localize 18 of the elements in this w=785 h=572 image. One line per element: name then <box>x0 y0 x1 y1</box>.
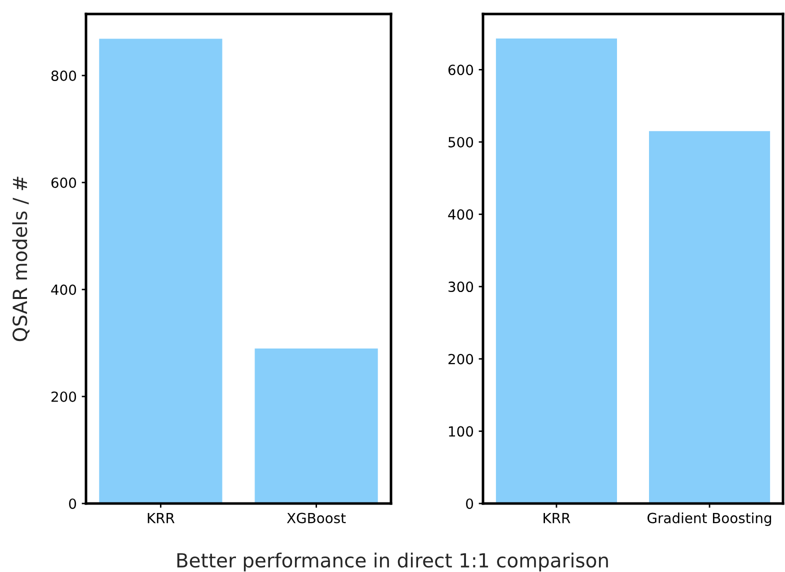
y-tick-label: 0 <box>69 498 76 509</box>
x-tick-label: KRR <box>544 512 570 524</box>
y-tick-label: 800 <box>51 70 76 81</box>
y-tick-label: 0 <box>466 498 474 509</box>
x-axis-title: Better performance in direct 1:1 comparison <box>177 552 608 572</box>
x-tick-label: KRR <box>148 512 174 524</box>
y-tick-label: 600 <box>448 64 474 76</box>
y-tick-label: 200 <box>51 391 76 402</box>
y-tick-label: 600 <box>51 177 76 188</box>
y-tick-label: 200 <box>448 354 474 364</box>
x-tick-label: XGBoost <box>286 512 346 524</box>
y-tick-label: 100 <box>448 426 474 437</box>
y-axis-title: QSAR models / # <box>12 176 30 342</box>
y-tick-label: 400 <box>448 209 474 220</box>
x-tick-label: Gradient Boosting <box>648 512 772 526</box>
y-tick-label: 300 <box>448 282 474 292</box>
y-tick-label: 400 <box>51 284 76 295</box>
y-tick-label: 500 <box>448 136 474 148</box>
